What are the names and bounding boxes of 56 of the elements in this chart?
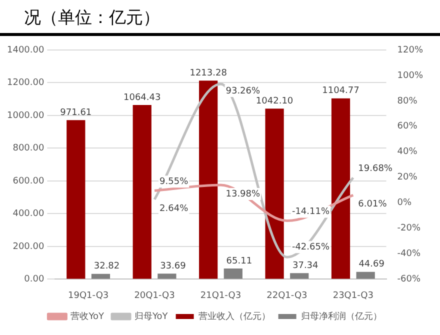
data-label: 33.69 [160, 262, 186, 272]
y2-tick-label: -60% [397, 274, 421, 285]
y-tick-label: 1200.00 [7, 78, 44, 88]
y-tick-label: 1400.00 [7, 45, 44, 56]
bar [158, 274, 176, 279]
bar [265, 108, 284, 279]
data-label: 93.26% [226, 86, 261, 96]
data-label: 1042.10 [256, 96, 294, 106]
bar [91, 274, 110, 279]
y2-tick-label: 80% [397, 96, 418, 106]
y2-tick-label: -40% [397, 249, 421, 260]
x-tick-label: 19Q1-Q3 [68, 290, 109, 301]
data-label: -42.65% [292, 242, 330, 252]
y-tick-label: 0.00 [24, 274, 44, 285]
y-tick-label: 1000.00 [7, 110, 44, 121]
data-label: 65.11 [226, 256, 252, 266]
x-tick-label: 21Q1-Q3 [200, 290, 242, 301]
y2-tick-label: 120% [397, 45, 424, 56]
bar [224, 268, 242, 279]
y2-tick-label: 0% [397, 198, 412, 208]
bar [66, 120, 86, 279]
legend-label: 归母YoY [134, 310, 168, 322]
data-label: 1213.28 [190, 68, 228, 78]
data-label: 13.98% [226, 189, 261, 200]
y2-tick-label: 60% [397, 122, 418, 132]
x-tick-label: 23Q1-Q3 [332, 290, 374, 301]
bar [356, 272, 375, 279]
bar [290, 273, 309, 279]
bar [331, 98, 350, 279]
data-label: 6.01% [358, 199, 388, 210]
chart-title: 况（单位：亿元） [0, 0, 440, 36]
data-label: 1064.43 [124, 92, 161, 103]
x-tick-label: 22Q1-Q3 [266, 290, 308, 301]
y-tick-label: 400.00 [12, 209, 44, 220]
data-label: 971.61 [60, 108, 92, 118]
bar [199, 80, 218, 279]
y-tick-label: 200.00 [12, 242, 44, 252]
data-label: 9.55% [160, 176, 189, 187]
y-tick-label: 600.00 [12, 176, 44, 186]
y2-tick-label: -20% [397, 224, 421, 234]
y2-tick-label: 20% [397, 172, 418, 183]
legend-label: 归母净利润（亿元） [300, 310, 382, 322]
data-label: 32.82 [94, 262, 120, 272]
y2-tick-label: 40% [397, 147, 418, 158]
data-label: 2.64% [160, 204, 189, 214]
legend-label: 营收YoY [70, 310, 104, 322]
y2-tick-label: 100% [397, 70, 424, 81]
x-tick-label: 20Q1-Q3 [134, 290, 175, 301]
data-label: 19.68% [358, 164, 393, 174]
legend-label: 营业收入（亿元） [198, 310, 270, 322]
data-label: 44.69 [358, 260, 385, 270]
data-label: 37.34 [292, 260, 319, 271]
data-label: 1104.77 [322, 86, 360, 96]
y-tick-label: 800.00 [12, 144, 44, 154]
bar [132, 104, 152, 279]
data-label: -14.11% [292, 207, 330, 218]
